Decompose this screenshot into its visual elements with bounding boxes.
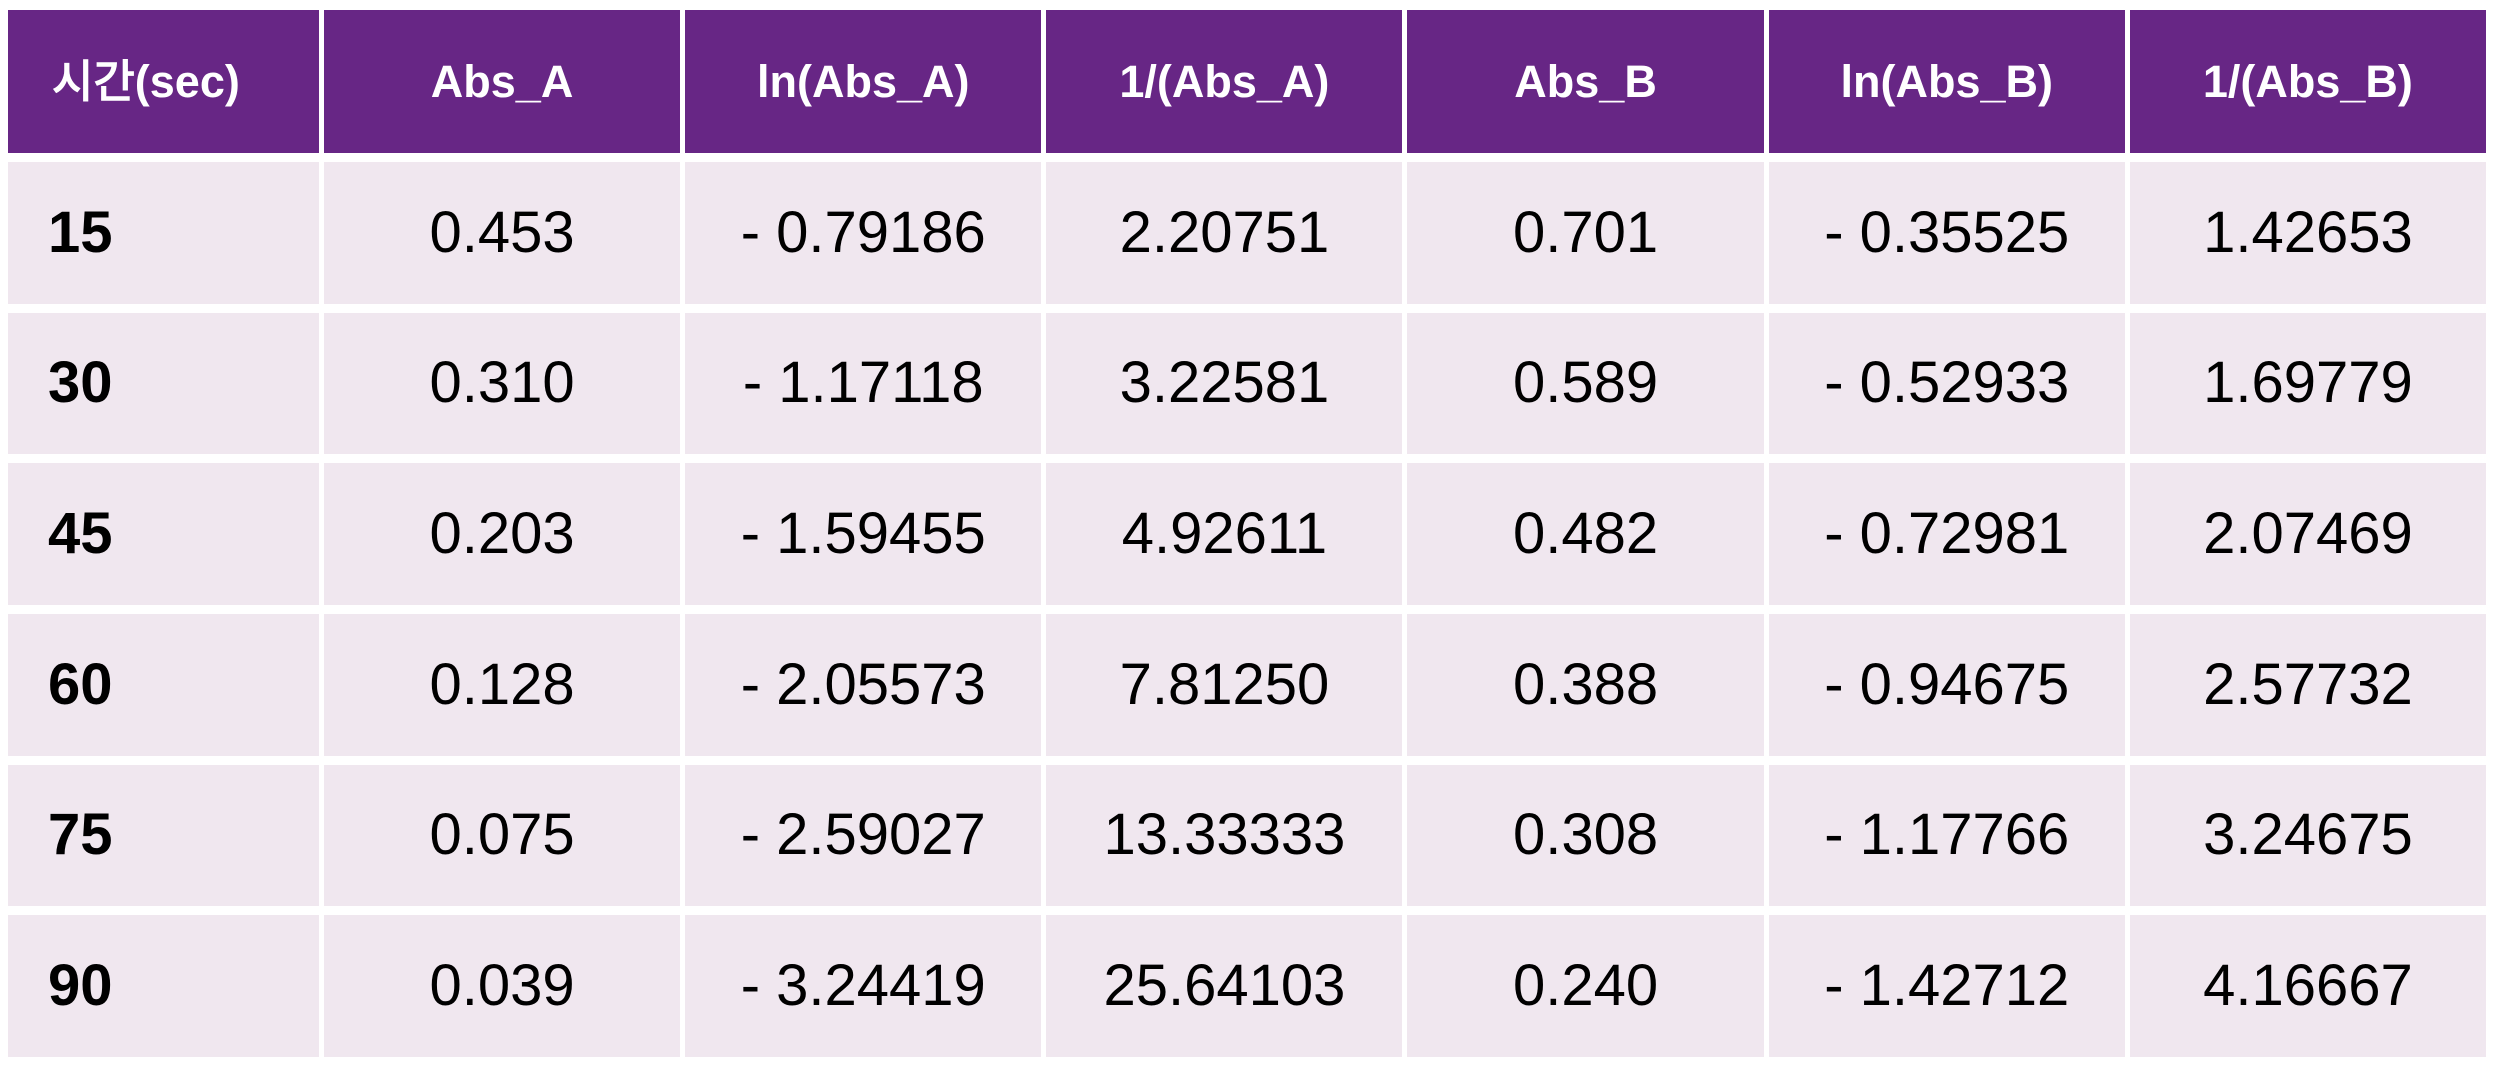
column-header-ln-abs-b: ln(Abs_B) (1768, 10, 2125, 153)
table-cell: 0.453 (324, 162, 681, 304)
table-cell: 1.42653 (2129, 162, 2486, 304)
column-header-abs-a: Abs_A (324, 10, 681, 153)
table-cell: - 1.42712 (1768, 915, 2125, 1057)
table-cell: - 1.59455 (685, 463, 1042, 605)
table-cell: 0.388 (1407, 614, 1764, 756)
row-header-cell: 60 (8, 614, 319, 756)
table-cell: - 2.59027 (685, 764, 1042, 907)
table-cell: 13.33333 (1046, 764, 1403, 907)
table-cell: 1.69779 (2129, 312, 2486, 455)
column-header-inv-abs-a: 1/(Abs_A) (1046, 10, 1403, 153)
table-cell: 2.57732 (2129, 614, 2486, 756)
table-cell: - 0.35525 (1768, 162, 2125, 304)
table-cell: - 1.17766 (1768, 764, 2125, 907)
row-header-cell: 30 (8, 312, 319, 455)
table-cell: 0.128 (324, 614, 681, 756)
table-cell: 3.24675 (2129, 764, 2486, 907)
column-header-inv-abs-b: 1/(Abs_B) (2129, 10, 2486, 153)
table-cell: - 0.72981 (1768, 463, 2125, 605)
table-cell: 0.482 (1407, 463, 1764, 605)
table-cell: 0.240 (1407, 915, 1764, 1057)
table-cell: 0.701 (1407, 162, 1764, 304)
column-header-time: 시간(sec) (8, 10, 319, 153)
table-cell: 4.92611 (1046, 463, 1403, 605)
column-header-ln-abs-a: ln(Abs_A) (685, 10, 1042, 153)
table-cell: 2.07469 (2129, 463, 2486, 605)
row-header-cell: 75 (8, 764, 319, 907)
table-cell: 25.64103 (1046, 915, 1403, 1057)
table-cell: 7.81250 (1046, 614, 1403, 756)
table-cell: - 2.05573 (685, 614, 1042, 756)
table-cell: 0.310 (324, 312, 681, 455)
table-cell: - 0.94675 (1768, 614, 2125, 756)
table-cell: - 0.79186 (685, 162, 1042, 304)
table-cell: - 1.17118 (685, 312, 1042, 455)
table-cell: - 3.24419 (685, 915, 1042, 1057)
table-cell: 0.203 (324, 463, 681, 605)
row-header-cell: 15 (8, 162, 319, 304)
row-header-cell: 45 (8, 463, 319, 605)
row-header-cell: 90 (8, 915, 319, 1057)
table-cell: 0.589 (1407, 312, 1764, 455)
table-cell: 3.22581 (1046, 312, 1403, 455)
table-cell: 0.075 (324, 764, 681, 907)
table-cell: 2.20751 (1046, 162, 1403, 304)
table-cell: 0.308 (1407, 764, 1764, 907)
column-header-abs-b: Abs_B (1407, 10, 1764, 153)
table-cell: 0.039 (324, 915, 681, 1057)
table-cell: 4.16667 (2129, 915, 2486, 1057)
table-cell: - 0.52933 (1768, 312, 2125, 455)
